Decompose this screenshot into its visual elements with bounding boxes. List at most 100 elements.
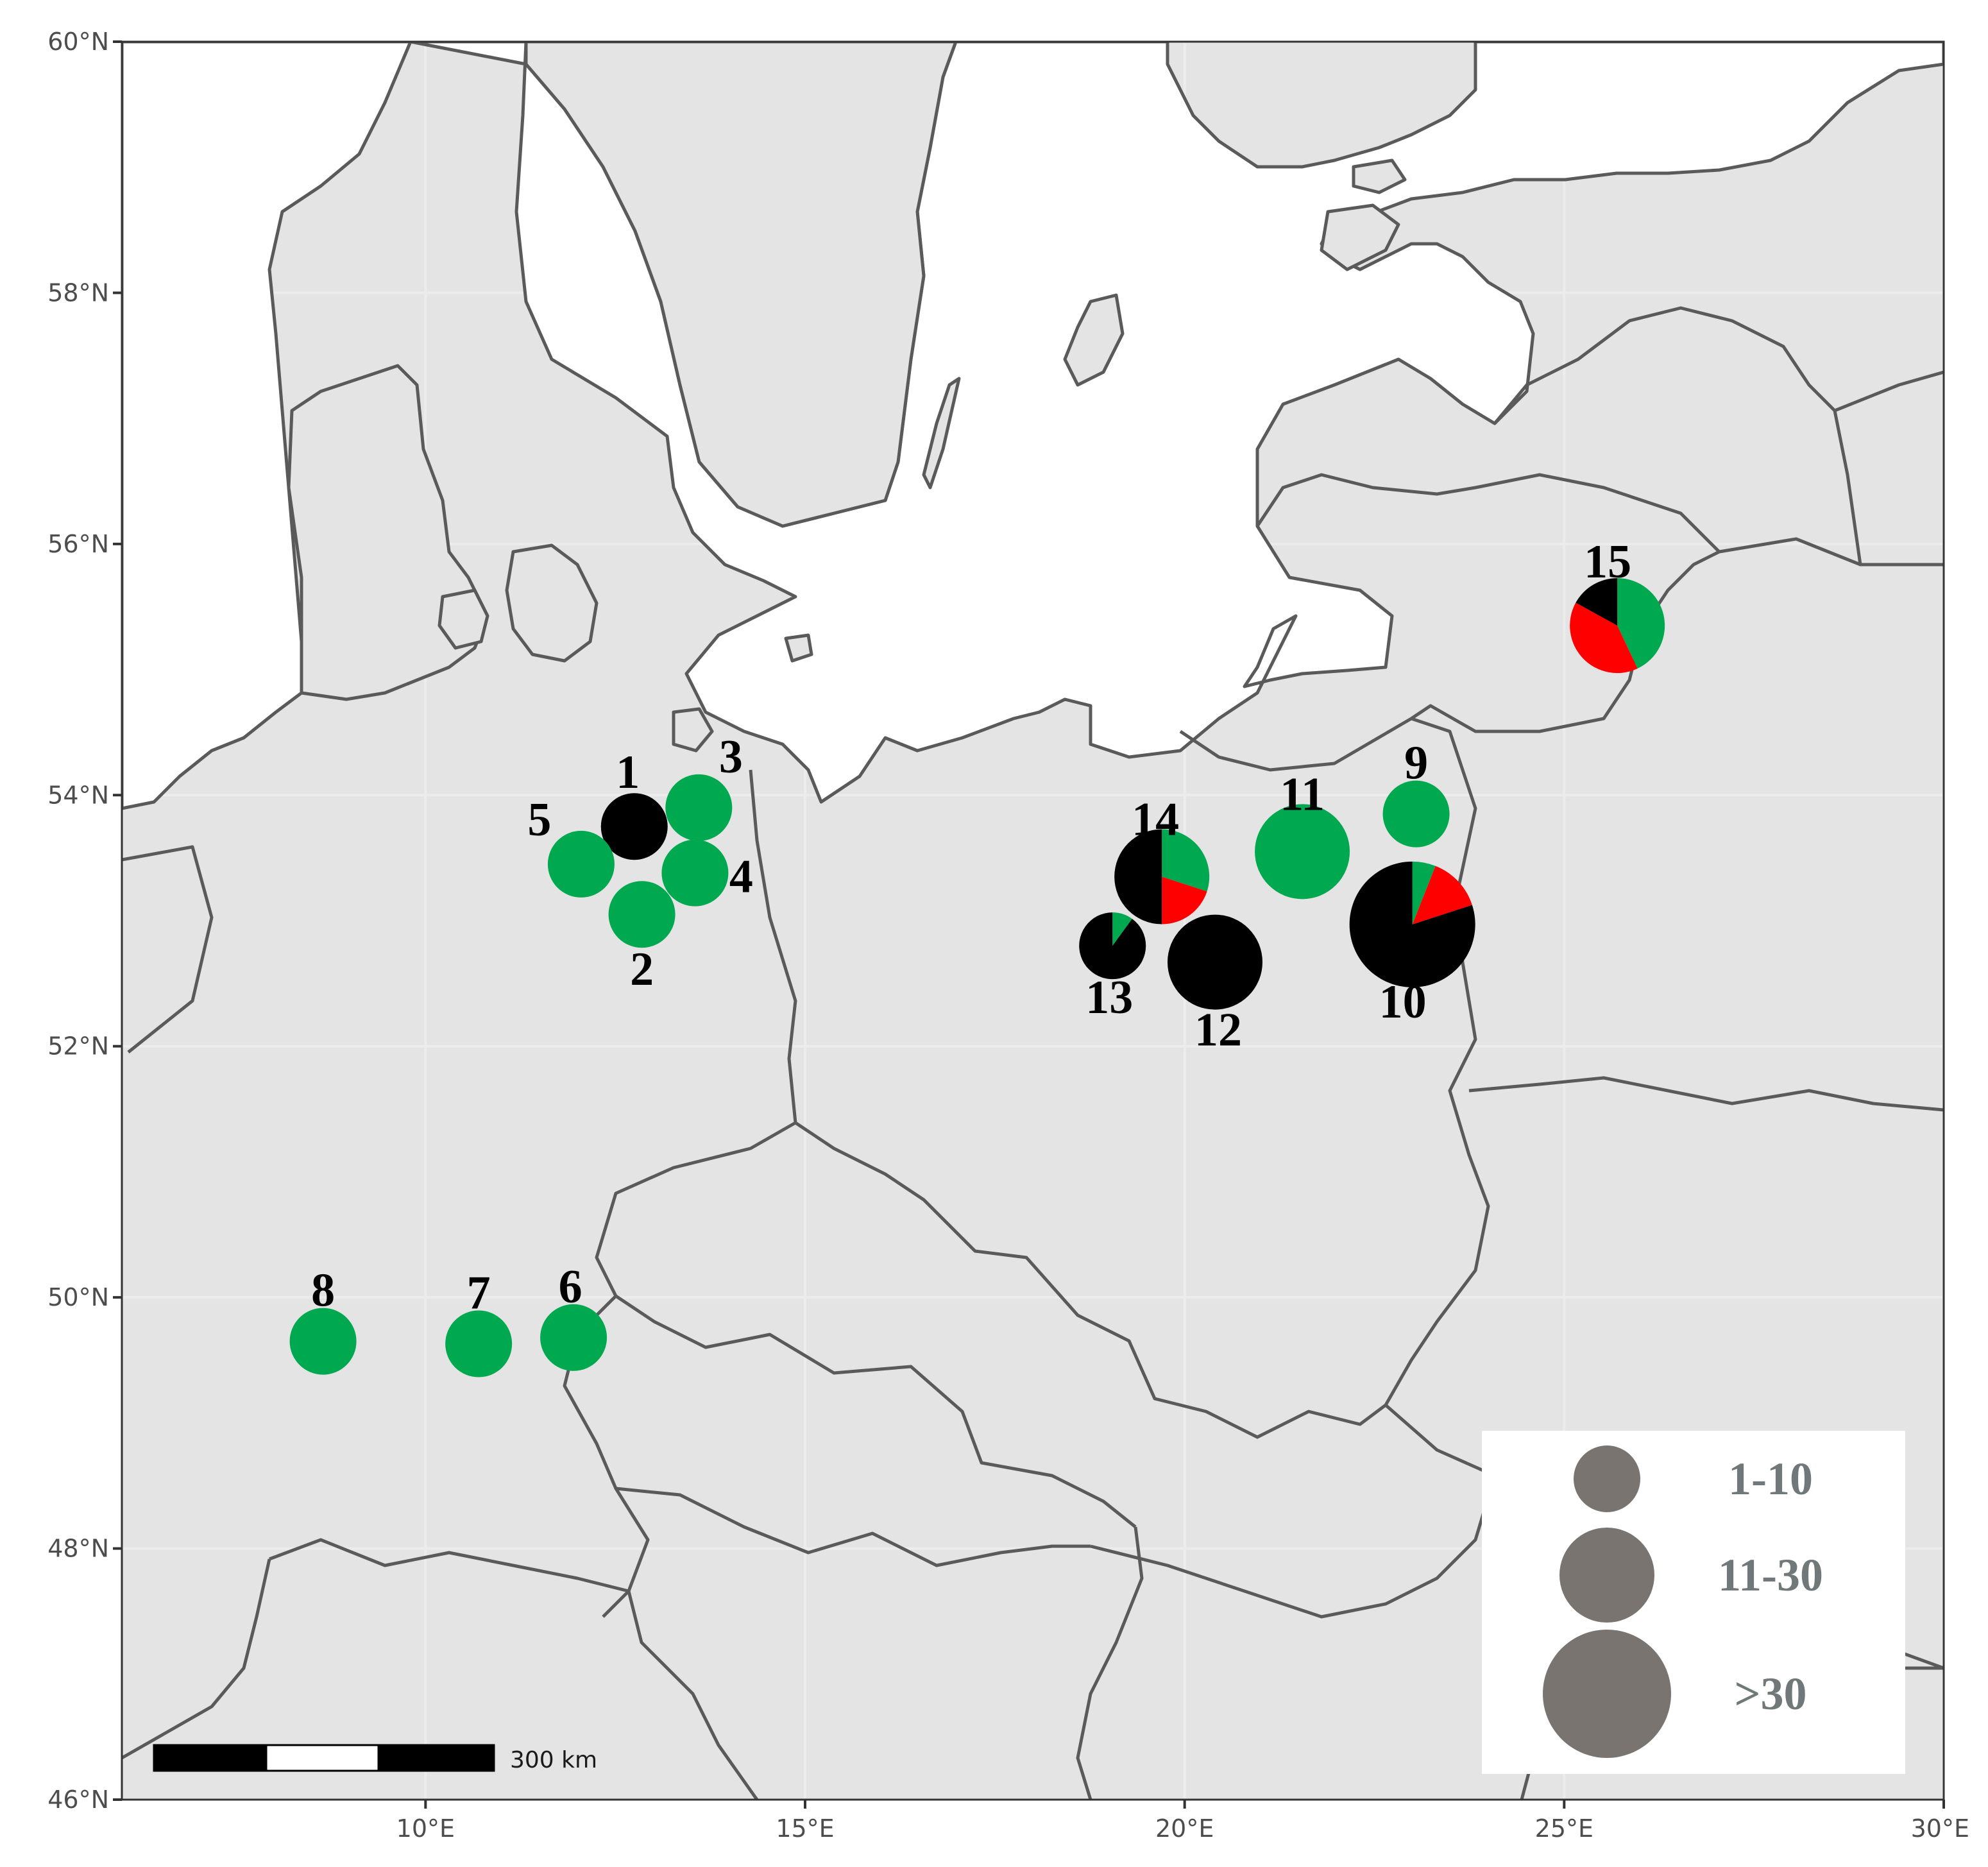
legend-circle [1559,1528,1654,1623]
oland [922,377,961,490]
site-2: 2 [608,881,675,996]
funen [438,588,489,650]
lon-tick-label: 10°E [396,1814,455,1843]
site-label: 11 [1280,768,1325,821]
jutland [287,364,489,701]
site-10-slice-black [1349,861,1475,987]
site-14: 14 [1114,794,1210,925]
site-12: 12 [1168,914,1262,1057]
site-12-slice-black [1168,914,1262,1010]
site-13-slice-black [1079,912,1146,980]
sea-areas [122,42,1944,810]
legend-label: >30 [1734,1668,1806,1719]
site-4-slice-green [661,839,729,907]
site-label: 4 [729,851,753,903]
site-13-slice-green [1112,912,1132,946]
legend-label: 11-30 [1718,1549,1823,1601]
site-10-slice-red [1412,865,1472,925]
site-15: 15 [1570,536,1665,674]
lat-tick-label: 46°N [47,1786,109,1814]
baltic-sea [409,42,1944,804]
site-8-slice-green [289,1308,357,1375]
lon-tick-label: 25°E [1535,1814,1593,1843]
lon-tick-label: 20°E [1155,1814,1214,1843]
lat-tick-label: 50°N [47,1283,109,1311]
site-1-slice-black [600,793,668,860]
lat-tick-label: 60°N [47,28,109,56]
site-label: 6 [559,1261,582,1313]
site-15-slice-black [1576,578,1618,626]
lat-tick-label: 58°N [47,278,109,307]
legend-box [1482,1431,1905,1774]
legend: 1-10 11-30 >30 [1482,1431,1905,1774]
north-sea [122,42,412,810]
zealand [505,543,599,663]
site-label: 2 [630,943,654,996]
site-label: 10 [1379,976,1427,1028]
site-3-slice-green [665,774,733,841]
site-1: 1 [600,746,668,860]
site-9-slice-green [1382,780,1450,848]
site-3: 3 [665,731,743,841]
site-label: 1 [616,746,640,799]
site-7-slice-green [445,1310,513,1377]
scale-bar-segment-2 [265,1744,380,1772]
hiiumaa [1352,158,1407,194]
site-6: 6 [540,1261,607,1371]
site-15-slice-green [1617,578,1665,669]
scale-bar-segment-3 [377,1744,495,1772]
saaremaa [1320,203,1400,271]
site-label: 14 [1132,794,1179,846]
site-2-slice-green [608,881,675,948]
scale-bar-segment-1 [153,1744,268,1772]
site-14-slice-green [1162,829,1210,892]
site-5-slice-green [547,830,615,898]
gotland [1063,293,1125,387]
rugen [672,707,714,753]
site-15-slice-red [1570,602,1638,674]
scale-bar: 300 km [153,1744,597,1773]
legend-item: 1-10 [1574,1445,1813,1512]
site-10: 10 [1349,861,1475,1028]
longitude-axis: 10°E 15°E 20°E 25°E 30°E [396,1800,1969,1843]
site-7: 7 [445,1267,513,1377]
site-4: 4 [661,839,753,907]
country-borders [122,306,1944,1800]
site-14-slice-red [1162,876,1207,925]
site-8: 8 [289,1265,357,1375]
bornholm [784,633,813,663]
legend-circle [1543,1630,1671,1758]
site-label: 7 [467,1267,491,1320]
site-5: 5 [527,794,615,898]
latitude-axis: 60°N 58°N 56°N 54°N 52°N 50°N 48°N 46°N [47,28,122,1814]
site-label: 13 [1085,971,1133,1024]
legend-item: 11-30 [1559,1528,1823,1623]
site-9: 9 [1382,737,1450,848]
lon-tick-label: 15°E [776,1814,834,1843]
land-masses [287,42,1407,753]
lat-tick-label: 56°N [47,530,109,558]
lat-tick-label: 52°N [47,1032,109,1061]
site-10-slice-green [1412,861,1436,925]
site-label: 12 [1194,1004,1242,1057]
site-13: 13 [1079,912,1146,1024]
site-label: 9 [1404,737,1428,790]
legend-item: >30 [1543,1630,1807,1758]
site-label: 8 [311,1265,335,1317]
panel-frame [121,40,1945,1801]
legend-label: 1-10 [1728,1453,1813,1505]
lat-tick-label: 48°N [47,1535,109,1563]
site-14-slice-black [1114,829,1162,925]
sweden-south [524,42,958,528]
scale-bar-label: 300 km [510,1747,597,1773]
site-label: 3 [719,731,743,783]
site-11: 11 [1255,768,1350,899]
site-label: 5 [527,794,551,846]
site-11-slice-green [1255,804,1350,899]
site-6-slice-green [540,1304,607,1371]
site-label: 15 [1584,536,1631,588]
lat-tick-label: 54°N [47,781,109,809]
lon-tick-label: 30°E [1911,1814,1969,1843]
